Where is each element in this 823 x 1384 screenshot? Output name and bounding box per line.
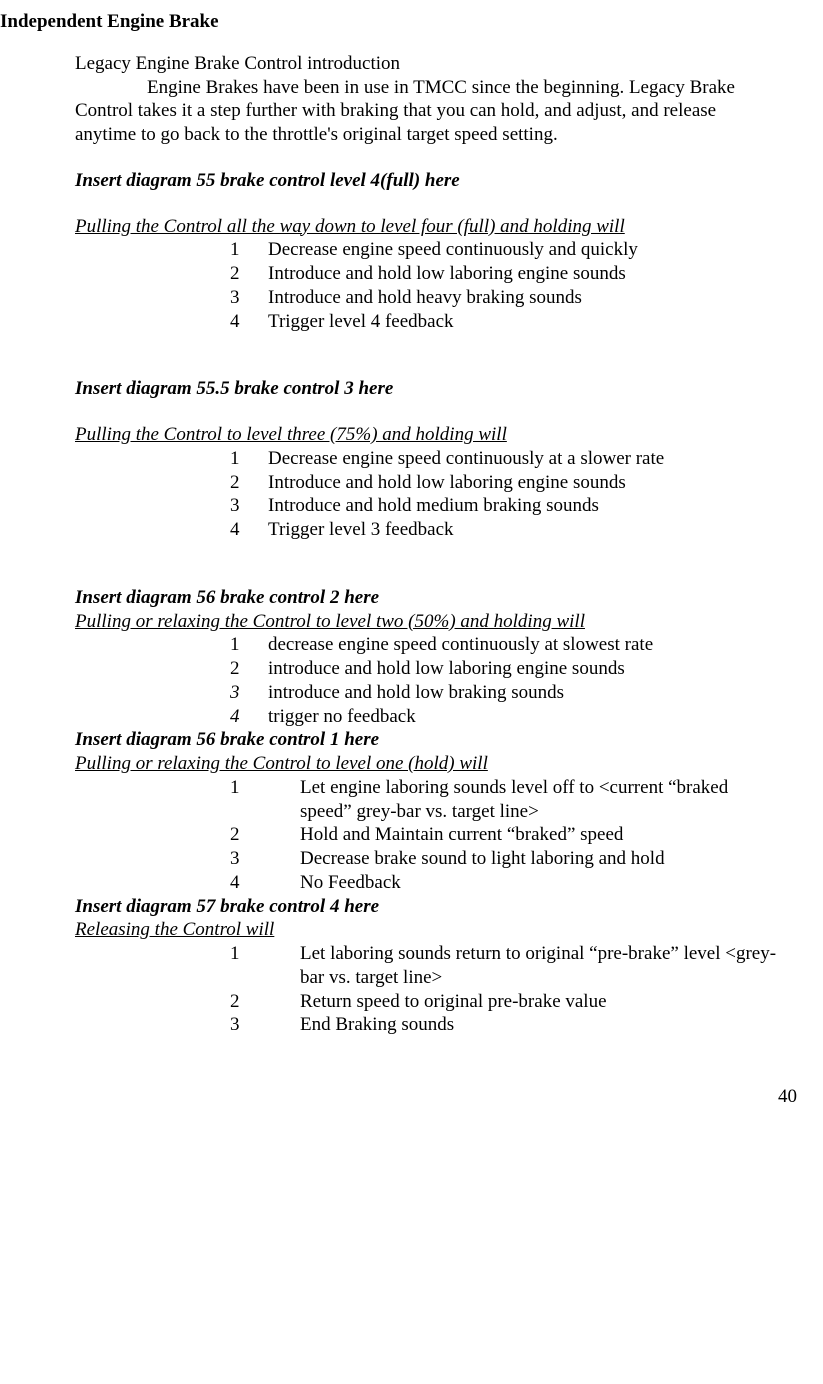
diagram-note: Insert diagram 57 brake control 4 here [75, 895, 781, 919]
list-item-number: 3 [230, 494, 268, 518]
list-item-number: 1 [230, 942, 300, 990]
list-item-text: Trigger level 4 feedback [268, 310, 781, 334]
list-item-text: Introduce and hold medium braking sounds [268, 494, 781, 518]
list-item: 1Decrease engine speed continuously and … [75, 238, 781, 262]
numbered-list: 1Decrease engine speed continuously at a… [75, 447, 781, 542]
list-item: 1Let laboring sounds return to original … [75, 942, 781, 990]
list-item-text: Introduce and hold heavy braking sounds [268, 286, 781, 310]
list-item: 3End Braking sounds [75, 1013, 781, 1037]
list-item-number: 3 [230, 847, 300, 871]
list-item-number: 4 [230, 518, 268, 542]
list-item: 2Return speed to original pre-brake valu… [75, 990, 781, 1014]
list-item: 4Trigger level 4 feedback [75, 310, 781, 334]
list-item-number: 1 [230, 776, 300, 824]
diagram-note: Insert diagram 56 brake control 2 here [75, 586, 781, 610]
section-heading: Pulling the Control all the way down to … [75, 215, 781, 239]
list-item-text: Let laboring sounds return to original “… [300, 942, 781, 990]
section-heading: Pulling the Control to level three (75%)… [75, 423, 781, 447]
list-item-text: End Braking sounds [300, 1013, 781, 1037]
list-item-number: 1 [230, 633, 268, 657]
list-item: 3introduce and hold low braking sounds [75, 681, 781, 705]
section-heading: Releasing the Control will [75, 918, 781, 942]
list-item: 1Let engine laboring sounds level off to… [75, 776, 781, 824]
list-item-text: Introduce and hold low laboring engine s… [268, 471, 781, 495]
list-item-text: Let engine laboring sounds level off to … [300, 776, 781, 824]
section-heading: Pulling or relaxing the Control to level… [75, 752, 781, 776]
list-item: 2Hold and Maintain current “braked” spee… [75, 823, 781, 847]
list-item-number: 1 [230, 238, 268, 262]
intro-text: Engine Brakes have been in use in TMCC s… [75, 77, 735, 146]
numbered-list: 1decrease engine speed continuously at s… [75, 633, 781, 728]
list-item: 2introduce and hold low laboring engine … [75, 657, 781, 681]
list-item-text: trigger no feedback [268, 705, 781, 729]
list-item: 4trigger no feedback [75, 705, 781, 729]
list-item-number: 1 [230, 447, 268, 471]
list-item-text: Decrease brake sound to light laboring a… [300, 847, 781, 871]
list-item-text: decrease engine speed continuously at sl… [268, 633, 781, 657]
list-item: 4Trigger level 3 feedback [75, 518, 781, 542]
list-item: 2Introduce and hold low laboring engine … [75, 262, 781, 286]
list-item-number: 3 [230, 286, 268, 310]
list-item: 3Introduce and hold heavy braking sounds [75, 286, 781, 310]
list-item: 4No Feedback [75, 871, 781, 895]
list-item-number: 2 [230, 990, 300, 1014]
page-title: Independent Engine Brake [0, 10, 801, 34]
list-item-text: Return speed to original pre-brake value [300, 990, 781, 1014]
list-item-number: 4 [230, 310, 268, 334]
content-block: Legacy Engine Brake Control introduction… [75, 52, 781, 1037]
list-item: 3Decrease brake sound to light laboring … [75, 847, 781, 871]
list-item: 3 Introduce and hold medium braking soun… [75, 494, 781, 518]
list-item-text: Trigger level 3 feedback [268, 518, 781, 542]
list-item-number: 4 [230, 705, 268, 729]
diagram-note: Insert diagram 56 brake control 1 here [75, 728, 781, 752]
numbered-list: 1Decrease engine speed continuously and … [75, 238, 781, 333]
intro-paragraph: Engine Brakes have been in use in TMCC s… [75, 76, 781, 147]
numbered-list: 1Let engine laboring sounds level off to… [75, 776, 781, 895]
diagram-note: Insert diagram 55 brake control level 4(… [75, 169, 781, 193]
list-item-text: No Feedback [300, 871, 781, 895]
list-item-number: 2 [230, 471, 268, 495]
list-item-number: 3 [230, 1013, 300, 1037]
list-item: 1Decrease engine speed continuously at a… [75, 447, 781, 471]
list-item-text: introduce and hold low laboring engine s… [268, 657, 781, 681]
list-item-number: 2 [230, 262, 268, 286]
list-item-text: Decrease engine speed continuously and q… [268, 238, 781, 262]
list-item-text: Hold and Maintain current “braked” speed [300, 823, 781, 847]
diagram-note: Insert diagram 55.5 brake control 3 here [75, 377, 781, 401]
list-item-number: 4 [230, 871, 300, 895]
page-number: 40 [0, 1085, 797, 1109]
list-item-number: 2 [230, 823, 300, 847]
list-item-number: 2 [230, 657, 268, 681]
subtitle: Legacy Engine Brake Control introduction [75, 52, 781, 76]
section-heading: Pulling or relaxing the Control to level… [75, 610, 781, 634]
list-item-text: Introduce and hold low laboring engine s… [268, 262, 781, 286]
list-item: 2Introduce and hold low laboring engine … [75, 471, 781, 495]
list-item-number: 3 [230, 681, 268, 705]
list-item: 1decrease engine speed continuously at s… [75, 633, 781, 657]
numbered-list: 1Let laboring sounds return to original … [75, 942, 781, 1037]
list-item-text: Decrease engine speed continuously at a … [268, 447, 781, 471]
list-item-text: introduce and hold low braking sounds [268, 681, 781, 705]
